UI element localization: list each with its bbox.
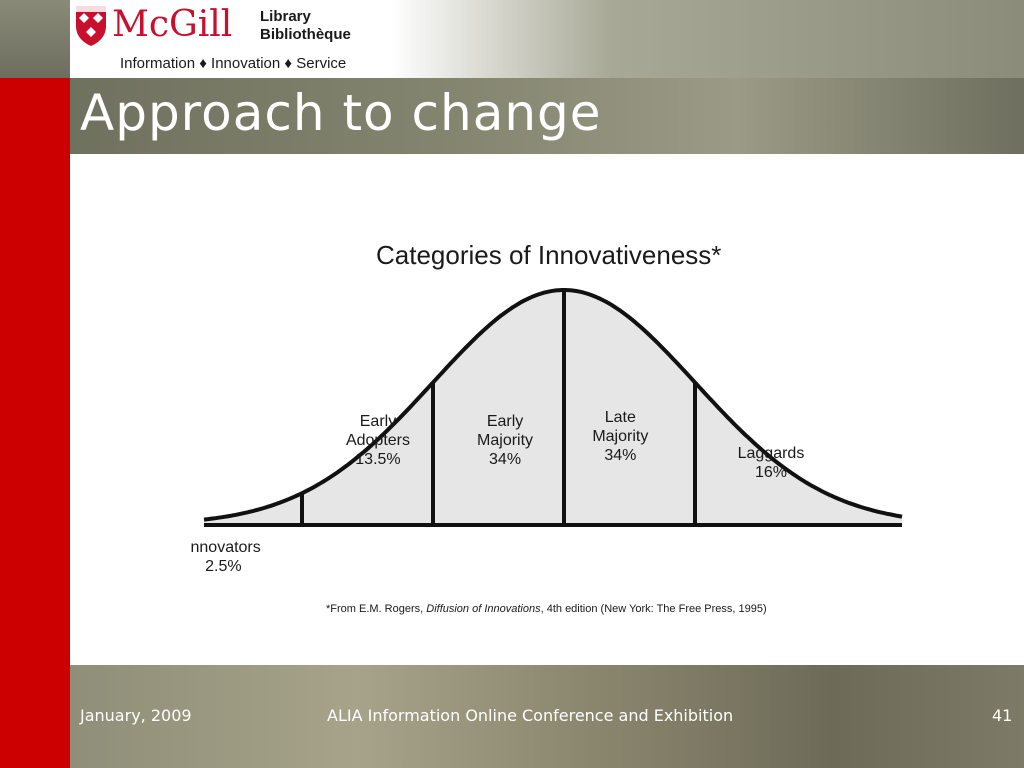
mcgill-shield-icon [76, 6, 106, 46]
footer-event: ALIA Information Online Conference and E… [327, 706, 734, 725]
category-label-early-majority: Early Majority 34% [477, 413, 533, 468]
logo-bibliotheque-label: Bibliothèque [260, 26, 351, 43]
footer-band [70, 665, 1024, 768]
header-left-strip [0, 0, 70, 78]
footer-date: January, 2009 [80, 706, 192, 725]
bell-curve [203, 288, 903, 522]
logo-library-label: Library [260, 8, 311, 25]
red-side-bar [0, 78, 70, 768]
curve-area [204, 290, 902, 525]
category-label-innovators: Innovators 2.5% [190, 539, 261, 575]
chart-title: Categories of Innovativeness* [376, 240, 721, 270]
category-label-early-adopters: Early Adopters 13.5% [346, 413, 410, 468]
logo-wordmark: McGill [112, 4, 233, 45]
logo-tagline: Information ♦ Innovation ♦ Service [120, 55, 347, 72]
innovativeness-chart: Categories of Innovativeness* Innovators… [190, 240, 903, 615]
title-band [70, 78, 1024, 154]
page-number: 41 [992, 706, 1013, 725]
slide-title: Approach to change [80, 84, 602, 142]
header-photo-background [390, 0, 1024, 78]
mcgill-library-logo: McGill Library Bibliothèque Information … [74, 2, 384, 76]
category-label-late-majority: Late Majority 34% [592, 409, 648, 464]
category-label-laggards: Laggards 16% [738, 445, 805, 481]
chart-footnote: *From E.M. Rogers, Diffusion of Innovati… [326, 603, 767, 615]
